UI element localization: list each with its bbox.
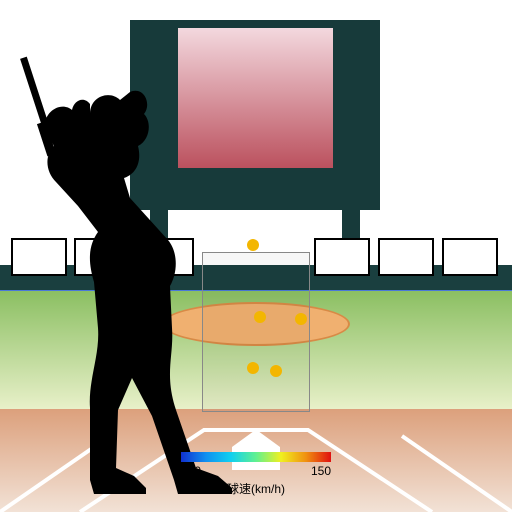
legend-tick: 100 <box>181 464 201 478</box>
legend-tick: 150 <box>311 464 331 478</box>
ad-panel <box>314 238 370 276</box>
pitch-marker <box>247 362 259 374</box>
legend-ticks: 100 150 <box>181 464 331 478</box>
pitch-chart: 100 150 球速(km/h) <box>0 0 512 512</box>
pitch-marker <box>295 313 307 325</box>
pitch-marker <box>247 239 259 251</box>
ad-panel <box>442 238 498 276</box>
pitch-marker <box>254 311 266 323</box>
batter-silhouette <box>2 56 234 494</box>
ad-panel <box>378 238 434 276</box>
legend-label: 球速(km/h) <box>170 480 342 497</box>
color-legend: 100 150 球速(km/h) <box>170 452 342 497</box>
legend-gradient-bar <box>181 452 331 462</box>
pitch-marker <box>270 365 282 377</box>
